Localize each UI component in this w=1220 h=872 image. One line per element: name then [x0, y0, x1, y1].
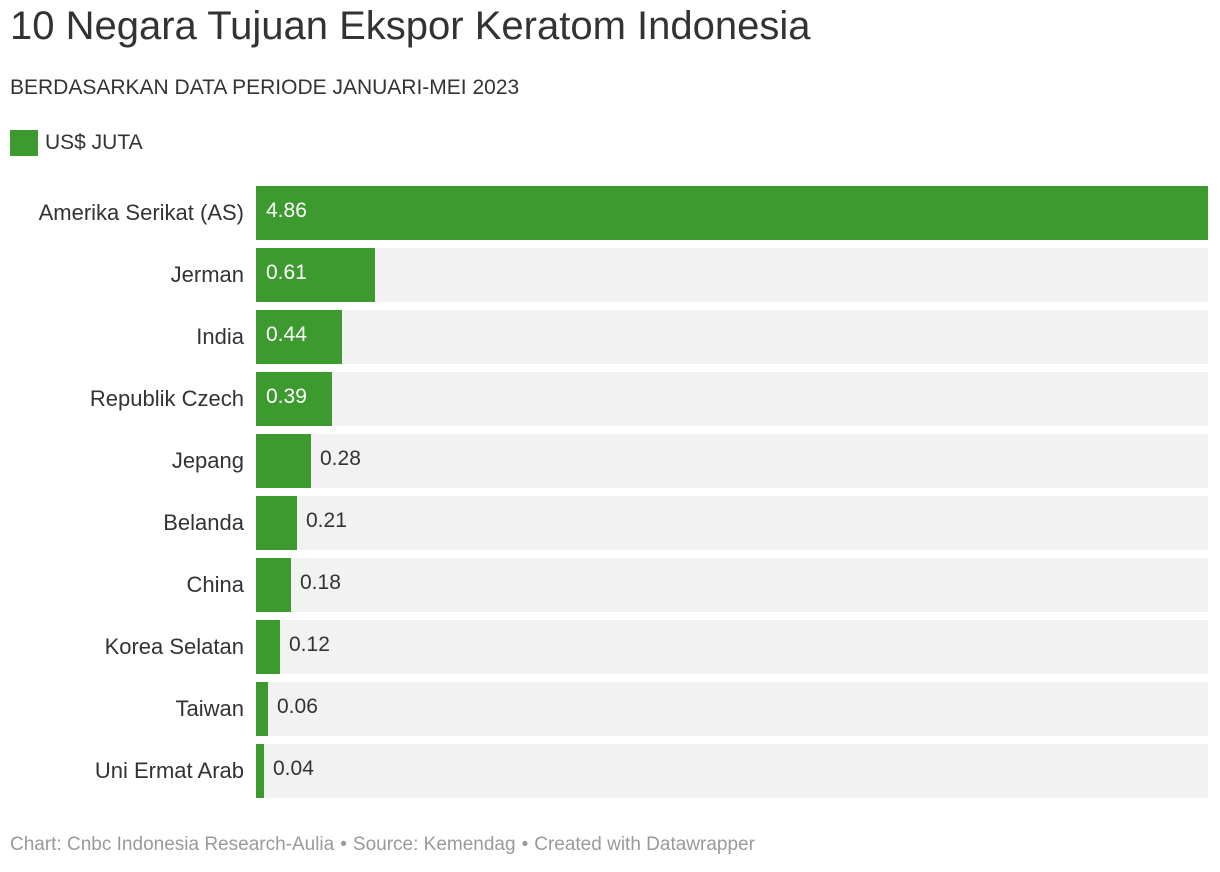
category-label: Korea Selatan [104, 634, 244, 659]
bar-track [256, 682, 1208, 736]
bar-track [256, 558, 1208, 612]
value-label: 4.86 [266, 199, 307, 222]
bar [256, 434, 311, 488]
category-label: India [196, 324, 244, 349]
bar-row: Republik Czech 0.39 [0, 372, 1220, 426]
legend: US$ JUTA [10, 130, 143, 156]
value-label: 0.18 [300, 571, 341, 594]
chart-subtitle: BERDASARKAN DATA PERIODE JANUARI-MEI 202… [10, 76, 520, 99]
value-label: 0.44 [266, 323, 307, 346]
category-label: Taiwan [175, 696, 244, 721]
bar-row: Amerika Serikat (AS) 4.86 [0, 186, 1220, 240]
bar [256, 310, 342, 364]
bar [256, 620, 280, 674]
legend-label: US$ JUTA [45, 131, 143, 154]
legend-swatch [10, 130, 38, 156]
bar-row: China 0.18 [0, 558, 1220, 612]
category-label: China [186, 572, 244, 597]
footer-chart-credit: Chart: Cnbc Indonesia Research-Aulia [10, 834, 335, 855]
bar [256, 744, 264, 798]
bar-row: Jerman 0.61 [0, 248, 1220, 302]
bar [256, 558, 291, 612]
value-label: 0.12 [289, 633, 330, 656]
value-label: 0.06 [277, 695, 318, 718]
bar [256, 248, 375, 302]
bar [256, 186, 1208, 240]
category-label: Jepang [171, 448, 244, 473]
value-label: 0.39 [266, 385, 307, 408]
bar-track [256, 744, 1208, 798]
chart-title: 10 Negara Tujuan Ekspor Keratom Indonesi… [10, 4, 811, 48]
bar-row: Taiwan 0.06 [0, 682, 1220, 736]
value-label: 0.61 [266, 261, 307, 284]
bar [256, 372, 332, 426]
bar [256, 682, 268, 736]
bar-track [256, 310, 1208, 364]
category-label: Belanda [163, 510, 244, 535]
bar-row: Korea Selatan 0.12 [0, 620, 1220, 674]
bar-track [256, 248, 1208, 302]
category-label: Jerman [170, 262, 244, 287]
bar-row: Uni Ermat Arab 0.04 [0, 744, 1220, 798]
value-label: 0.28 [320, 447, 361, 470]
footer-separator: • [521, 834, 529, 855]
bar-track [256, 372, 1208, 426]
footer-separator: • [340, 834, 347, 855]
footer-created-with: Created with Datawrapper [534, 834, 755, 855]
bar-track [256, 434, 1208, 488]
value-label: 0.21 [306, 509, 347, 532]
bar-row: India 0.44 [0, 310, 1220, 364]
value-label: 0.04 [273, 757, 314, 780]
bar-row: Belanda 0.21 [0, 496, 1220, 550]
chart-footer: Chart: Cnbc Indonesia Research-Aulia • Sou… [10, 834, 755, 856]
category-label: Republik Czech [89, 386, 244, 411]
bar-track [256, 620, 1208, 674]
bar-row: Jepang 0.28 [0, 434, 1220, 488]
bar-track [256, 496, 1208, 550]
bar [256, 496, 297, 550]
footer-source: Source: Kemendag [352, 834, 516, 855]
category-label: Uni Ermat Arab [94, 758, 244, 783]
category-label: Amerika Serikat (AS) [38, 200, 244, 225]
